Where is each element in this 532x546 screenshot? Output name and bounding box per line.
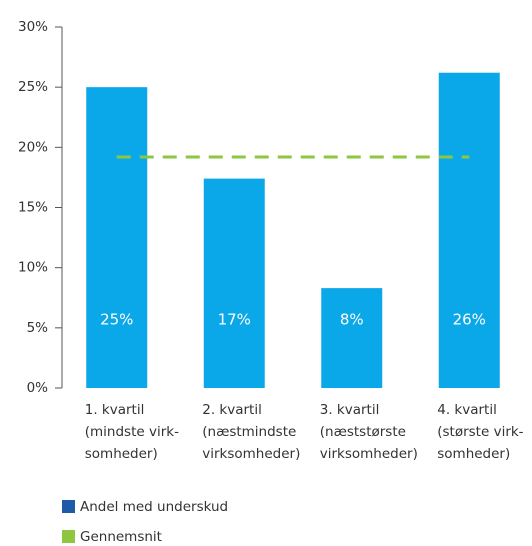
x-tick-label: virksomheder) — [202, 446, 300, 462]
x-tick-label: (største virk- — [437, 424, 523, 440]
bar — [86, 87, 148, 389]
x-tick-label: (mindste virk- — [85, 424, 179, 440]
x-tick-label: 3. kvartil — [320, 402, 380, 418]
x-tick-label: somheder) — [85, 446, 158, 462]
legend-label: Andel med underskud — [80, 499, 228, 515]
data-label: 8% — [340, 311, 364, 329]
bar — [438, 72, 500, 388]
bar — [321, 288, 383, 388]
x-tick-label: (næstmindste — [202, 424, 296, 440]
x-tick-label: somheder) — [437, 446, 510, 462]
x-tick-label: 4. kvartil — [437, 402, 497, 418]
x-tick-label: 1. kvartil — [85, 402, 145, 418]
legend-swatch — [62, 500, 75, 513]
legend-swatch — [62, 530, 75, 543]
data-label: 25% — [100, 311, 133, 329]
bar — [203, 178, 265, 388]
y-tick-label: 30% — [18, 19, 48, 35]
y-tick-label: 10% — [18, 260, 48, 276]
x-tick-label: virksomheder) — [320, 446, 418, 462]
x-tick-label: (næststørste — [320, 424, 406, 440]
y-tick-label: 25% — [18, 79, 48, 95]
y-tick-label: 5% — [27, 320, 49, 336]
legend-label: Gennemsnit — [80, 529, 162, 545]
x-tick-label: 2. kvartil — [202, 402, 262, 418]
y-tick-label: 0% — [27, 380, 49, 396]
data-label: 17% — [218, 311, 251, 329]
data-label: 26% — [453, 311, 486, 329]
y-tick-label: 15% — [18, 200, 48, 216]
y-tick-label: 20% — [18, 139, 48, 155]
